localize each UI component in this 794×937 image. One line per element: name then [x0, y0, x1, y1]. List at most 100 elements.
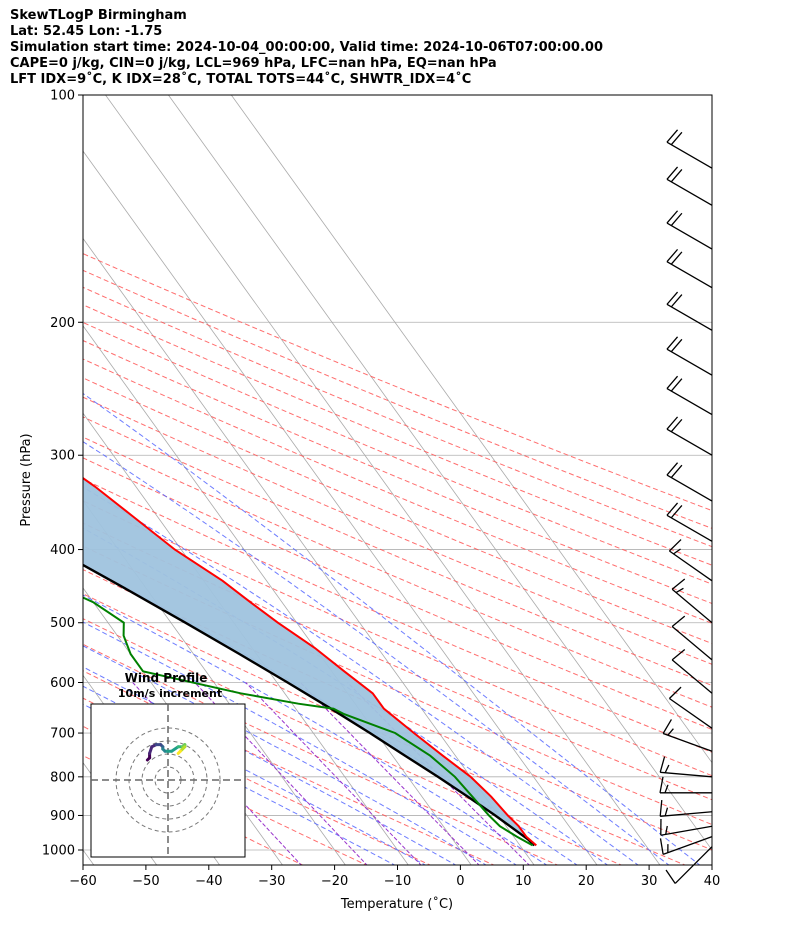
moist-adiabat: [83, 486, 639, 865]
y-tick-label: 300: [50, 449, 75, 464]
wind-barb-feather: [675, 587, 684, 594]
wind-barb-feather: [670, 169, 683, 183]
wind-barb: [666, 416, 713, 456]
x-tick-label: 0: [456, 874, 464, 889]
wind-barb-staff: [666, 428, 713, 456]
header-title: SkewTLogP Birmingham: [10, 8, 187, 23]
wind-barb: [666, 210, 713, 250]
wind-barb-feather: [665, 825, 668, 835]
y-axis-label: Pressure (hPa): [19, 433, 34, 526]
wind-barb-staff: [666, 303, 713, 331]
wind-barb-staff: [666, 387, 713, 416]
dry-adiabat: [83, 670, 495, 865]
wind-barb-feather: [670, 251, 683, 265]
wind-barb: [666, 375, 713, 416]
inset-subtitle: 10m/s increment: [118, 687, 222, 700]
x-tick-label: 40: [704, 874, 721, 889]
x-axis-label: Temperature (˚C): [340, 896, 453, 912]
wind-barb-feather: [666, 375, 679, 389]
wind-barb-feather: [659, 838, 664, 855]
wind-barb-feather: [659, 756, 666, 773]
header-location: Lat: 52.45 Lon: -1.75: [10, 24, 163, 39]
wind-barb-staff: [666, 474, 713, 502]
dry-adiabat: [83, 340, 712, 605]
wind-barb-feather: [666, 502, 679, 516]
wind-barb: [671, 649, 713, 694]
wind-barb-feather: [670, 338, 683, 353]
x-tick-label: −60: [69, 874, 96, 889]
cin-shaded-area: [83, 478, 537, 846]
wind-barb-staff: [671, 588, 713, 624]
moist-adiabat: [83, 392, 701, 865]
dry-adiabat: [83, 436, 712, 708]
wind-barb: [671, 615, 713, 661]
wind-barb-staff: [660, 811, 713, 817]
wind-barb-staff: [666, 222, 713, 250]
inset-title: Wind Profile: [125, 671, 208, 685]
wind-barb-feather: [670, 131, 683, 146]
temperature-line: [83, 476, 537, 847]
dry-adiabat: [83, 304, 712, 566]
hodograph-segment: [176, 749, 182, 755]
wind-barb-feather: [664, 784, 669, 794]
wind-barb-feather: [659, 776, 664, 793]
wind-barb-staff: [662, 732, 713, 752]
dry-adiabat: [83, 545, 712, 826]
wind-barb: [666, 129, 713, 169]
x-tick-label: 20: [578, 874, 595, 889]
y-tick-label: 100: [50, 89, 75, 104]
dewpoint-line: [83, 596, 534, 847]
wind-profile-inset: Wind Profile 10m/s increment: [90, 671, 246, 858]
header-indices-2: LFT IDX=9˚C, K IDX=28˚C, TOTAL TOTS=44˚C…: [10, 72, 472, 87]
wind-barb-feather: [671, 578, 686, 590]
wind-barb-feather: [670, 418, 683, 433]
y-tick-label: 1000: [42, 844, 75, 859]
dry-adiabat: [83, 416, 712, 687]
wind-barb-staff: [666, 261, 713, 289]
wind-barb: [671, 578, 713, 624]
moist-adiabat: [83, 645, 487, 865]
isotherm-line: [230, 95, 712, 764]
wind-barb-staff: [671, 625, 713, 661]
x-tick-label: −50: [132, 874, 159, 889]
wind-barb: [666, 166, 713, 206]
wind-barb-staff: [666, 141, 713, 169]
dry-adiabat: [83, 643, 559, 865]
wind-barb: [666, 502, 713, 542]
chart-header: SkewTLogP Birmingham Lat: 52.45 Lon: -1.…: [10, 8, 603, 88]
wind-barb: [666, 291, 713, 331]
isotherm-line: [83, 499, 346, 865]
isotherm-line: [168, 95, 712, 851]
wind-barb-feather: [673, 548, 681, 555]
dry-adiabat: [83, 593, 687, 865]
moist-adiabat: [83, 666, 457, 865]
wind-barb-feather: [666, 129, 679, 143]
y-tick-label: 700: [50, 727, 75, 742]
wind-barb-staff: [666, 348, 713, 376]
parcel-profile-line: [83, 563, 536, 847]
wind-barb-feather: [671, 649, 686, 661]
mixing-ratio-line: [245, 682, 422, 865]
wind-barb-staff: [666, 178, 713, 206]
isotherm-line: [83, 237, 535, 865]
wind-barb: [662, 719, 713, 752]
wind-barb-feather: [666, 416, 679, 430]
wind-barb: [666, 248, 713, 289]
wind-barb-feather: [668, 686, 682, 699]
wind-barb-feather: [665, 869, 676, 884]
wind-barb: [666, 462, 713, 502]
isotherm-line: [83, 150, 598, 865]
wind-barb: [659, 756, 713, 778]
wind-barb-staff: [669, 550, 713, 582]
wind-barb-staff: [660, 825, 713, 836]
wind-barb-feather: [666, 248, 679, 263]
y-tick-label: 200: [50, 316, 75, 331]
wind-barb-feather: [666, 462, 679, 476]
wind-barb-feather: [670, 212, 683, 227]
wind-barb-feather: [671, 615, 686, 627]
header-indices-1: CAPE=0 j/kg, CIN=0 j/kg, LCL=969 hPa, LF…: [10, 56, 497, 71]
wind-barb-feather: [670, 294, 683, 308]
wind-barb-feather: [670, 378, 683, 392]
wind-barb: [659, 800, 713, 817]
moist-adiabat: [83, 441, 670, 865]
